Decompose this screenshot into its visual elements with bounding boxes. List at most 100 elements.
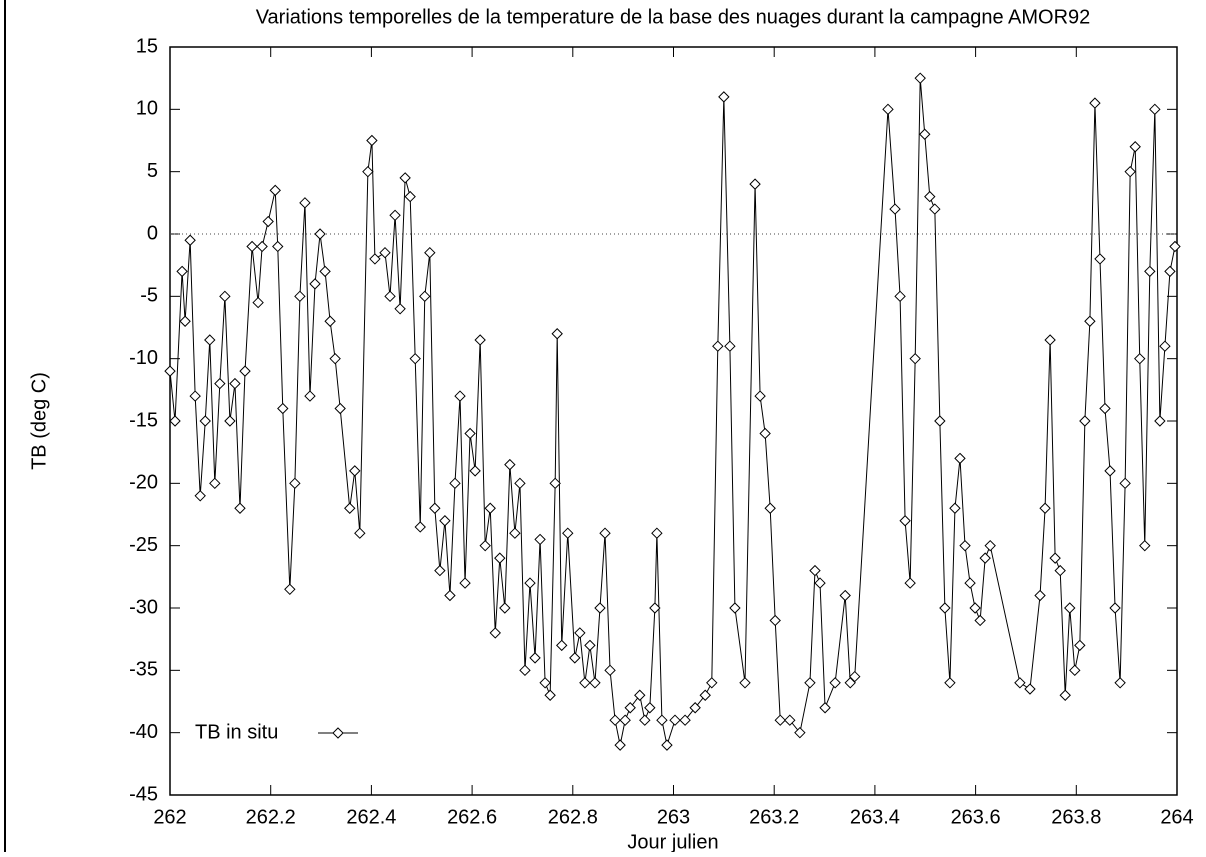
y-tick-label: 15 xyxy=(136,35,158,57)
point xyxy=(399,172,411,184)
point xyxy=(1044,334,1056,346)
point xyxy=(1169,240,1181,253)
y-tick-label: -20 xyxy=(129,472,158,494)
y-tick-label: -35 xyxy=(129,659,158,681)
point xyxy=(729,602,741,614)
x-tick-label: 263.8 xyxy=(1051,806,1101,828)
y-tick-label: -5 xyxy=(140,285,158,307)
point xyxy=(499,602,511,614)
point xyxy=(718,91,730,103)
point xyxy=(969,602,981,614)
point xyxy=(739,677,751,689)
point xyxy=(252,296,264,309)
point xyxy=(1119,477,1131,490)
point xyxy=(189,390,201,402)
point xyxy=(882,103,894,116)
x-tick-label: 262.6 xyxy=(447,806,497,828)
point xyxy=(1149,103,1161,116)
point xyxy=(724,340,736,352)
point xyxy=(454,390,466,402)
point xyxy=(409,352,421,365)
point xyxy=(404,190,416,203)
point xyxy=(494,552,506,564)
point xyxy=(909,352,921,365)
point xyxy=(504,458,516,471)
point xyxy=(164,365,176,377)
point xyxy=(429,502,441,514)
point xyxy=(469,465,481,477)
point xyxy=(1094,253,1106,265)
point xyxy=(184,234,196,246)
point xyxy=(1014,677,1026,689)
point xyxy=(589,677,601,689)
point xyxy=(914,72,926,84)
point xyxy=(584,639,596,652)
point xyxy=(904,577,916,589)
point xyxy=(619,714,631,726)
point xyxy=(269,184,281,197)
legend-marker xyxy=(332,727,344,739)
point xyxy=(656,714,668,726)
point xyxy=(974,614,986,627)
point xyxy=(809,564,821,577)
point xyxy=(369,253,381,265)
point xyxy=(1064,602,1076,614)
point xyxy=(246,240,258,253)
point xyxy=(1074,639,1086,652)
y-tick-label: 10 xyxy=(136,98,158,120)
point xyxy=(224,415,236,427)
point xyxy=(329,352,341,365)
point xyxy=(384,290,396,303)
point xyxy=(459,577,471,589)
x-tick-label: 263.2 xyxy=(749,806,799,828)
x-tick-label: 262.2 xyxy=(246,806,296,828)
point xyxy=(1034,589,1046,602)
x-tick-label: 262.4 xyxy=(346,806,396,828)
point xyxy=(1129,141,1141,153)
point xyxy=(169,415,181,427)
point xyxy=(414,521,426,533)
x-tick-label: 262 xyxy=(153,806,186,828)
point xyxy=(949,502,961,514)
point xyxy=(599,527,611,539)
point xyxy=(489,627,501,639)
point xyxy=(849,670,861,683)
point xyxy=(819,702,831,714)
point xyxy=(362,165,374,178)
point xyxy=(239,365,251,377)
point xyxy=(549,477,561,490)
point xyxy=(689,702,701,714)
y-tick-label: 5 xyxy=(147,160,158,182)
point xyxy=(839,589,851,602)
point xyxy=(769,614,781,627)
point xyxy=(519,664,531,677)
point xyxy=(894,290,906,303)
point xyxy=(1144,265,1156,278)
point xyxy=(954,452,966,465)
x-tick-label: 264 xyxy=(1160,806,1193,828)
point xyxy=(899,515,911,527)
point xyxy=(614,739,626,751)
point xyxy=(1069,664,1081,677)
point xyxy=(209,477,221,490)
point xyxy=(1134,352,1146,365)
y-tick-label: -10 xyxy=(129,347,158,369)
point xyxy=(309,278,321,290)
point xyxy=(934,415,946,427)
point xyxy=(389,209,401,222)
point xyxy=(651,527,663,539)
point xyxy=(1054,564,1066,577)
point xyxy=(959,539,971,552)
point xyxy=(624,702,636,714)
point xyxy=(639,714,651,726)
point xyxy=(604,664,616,677)
point xyxy=(944,677,956,689)
point xyxy=(1164,265,1176,278)
point xyxy=(1049,552,1061,564)
x-tick-label: 263.6 xyxy=(951,806,1001,828)
chart-title: Variations temporelles de la temperature… xyxy=(256,6,1091,28)
plot-frame xyxy=(169,46,1178,796)
point xyxy=(439,515,451,527)
point xyxy=(289,477,301,490)
y-tick-label: -40 xyxy=(129,721,158,743)
